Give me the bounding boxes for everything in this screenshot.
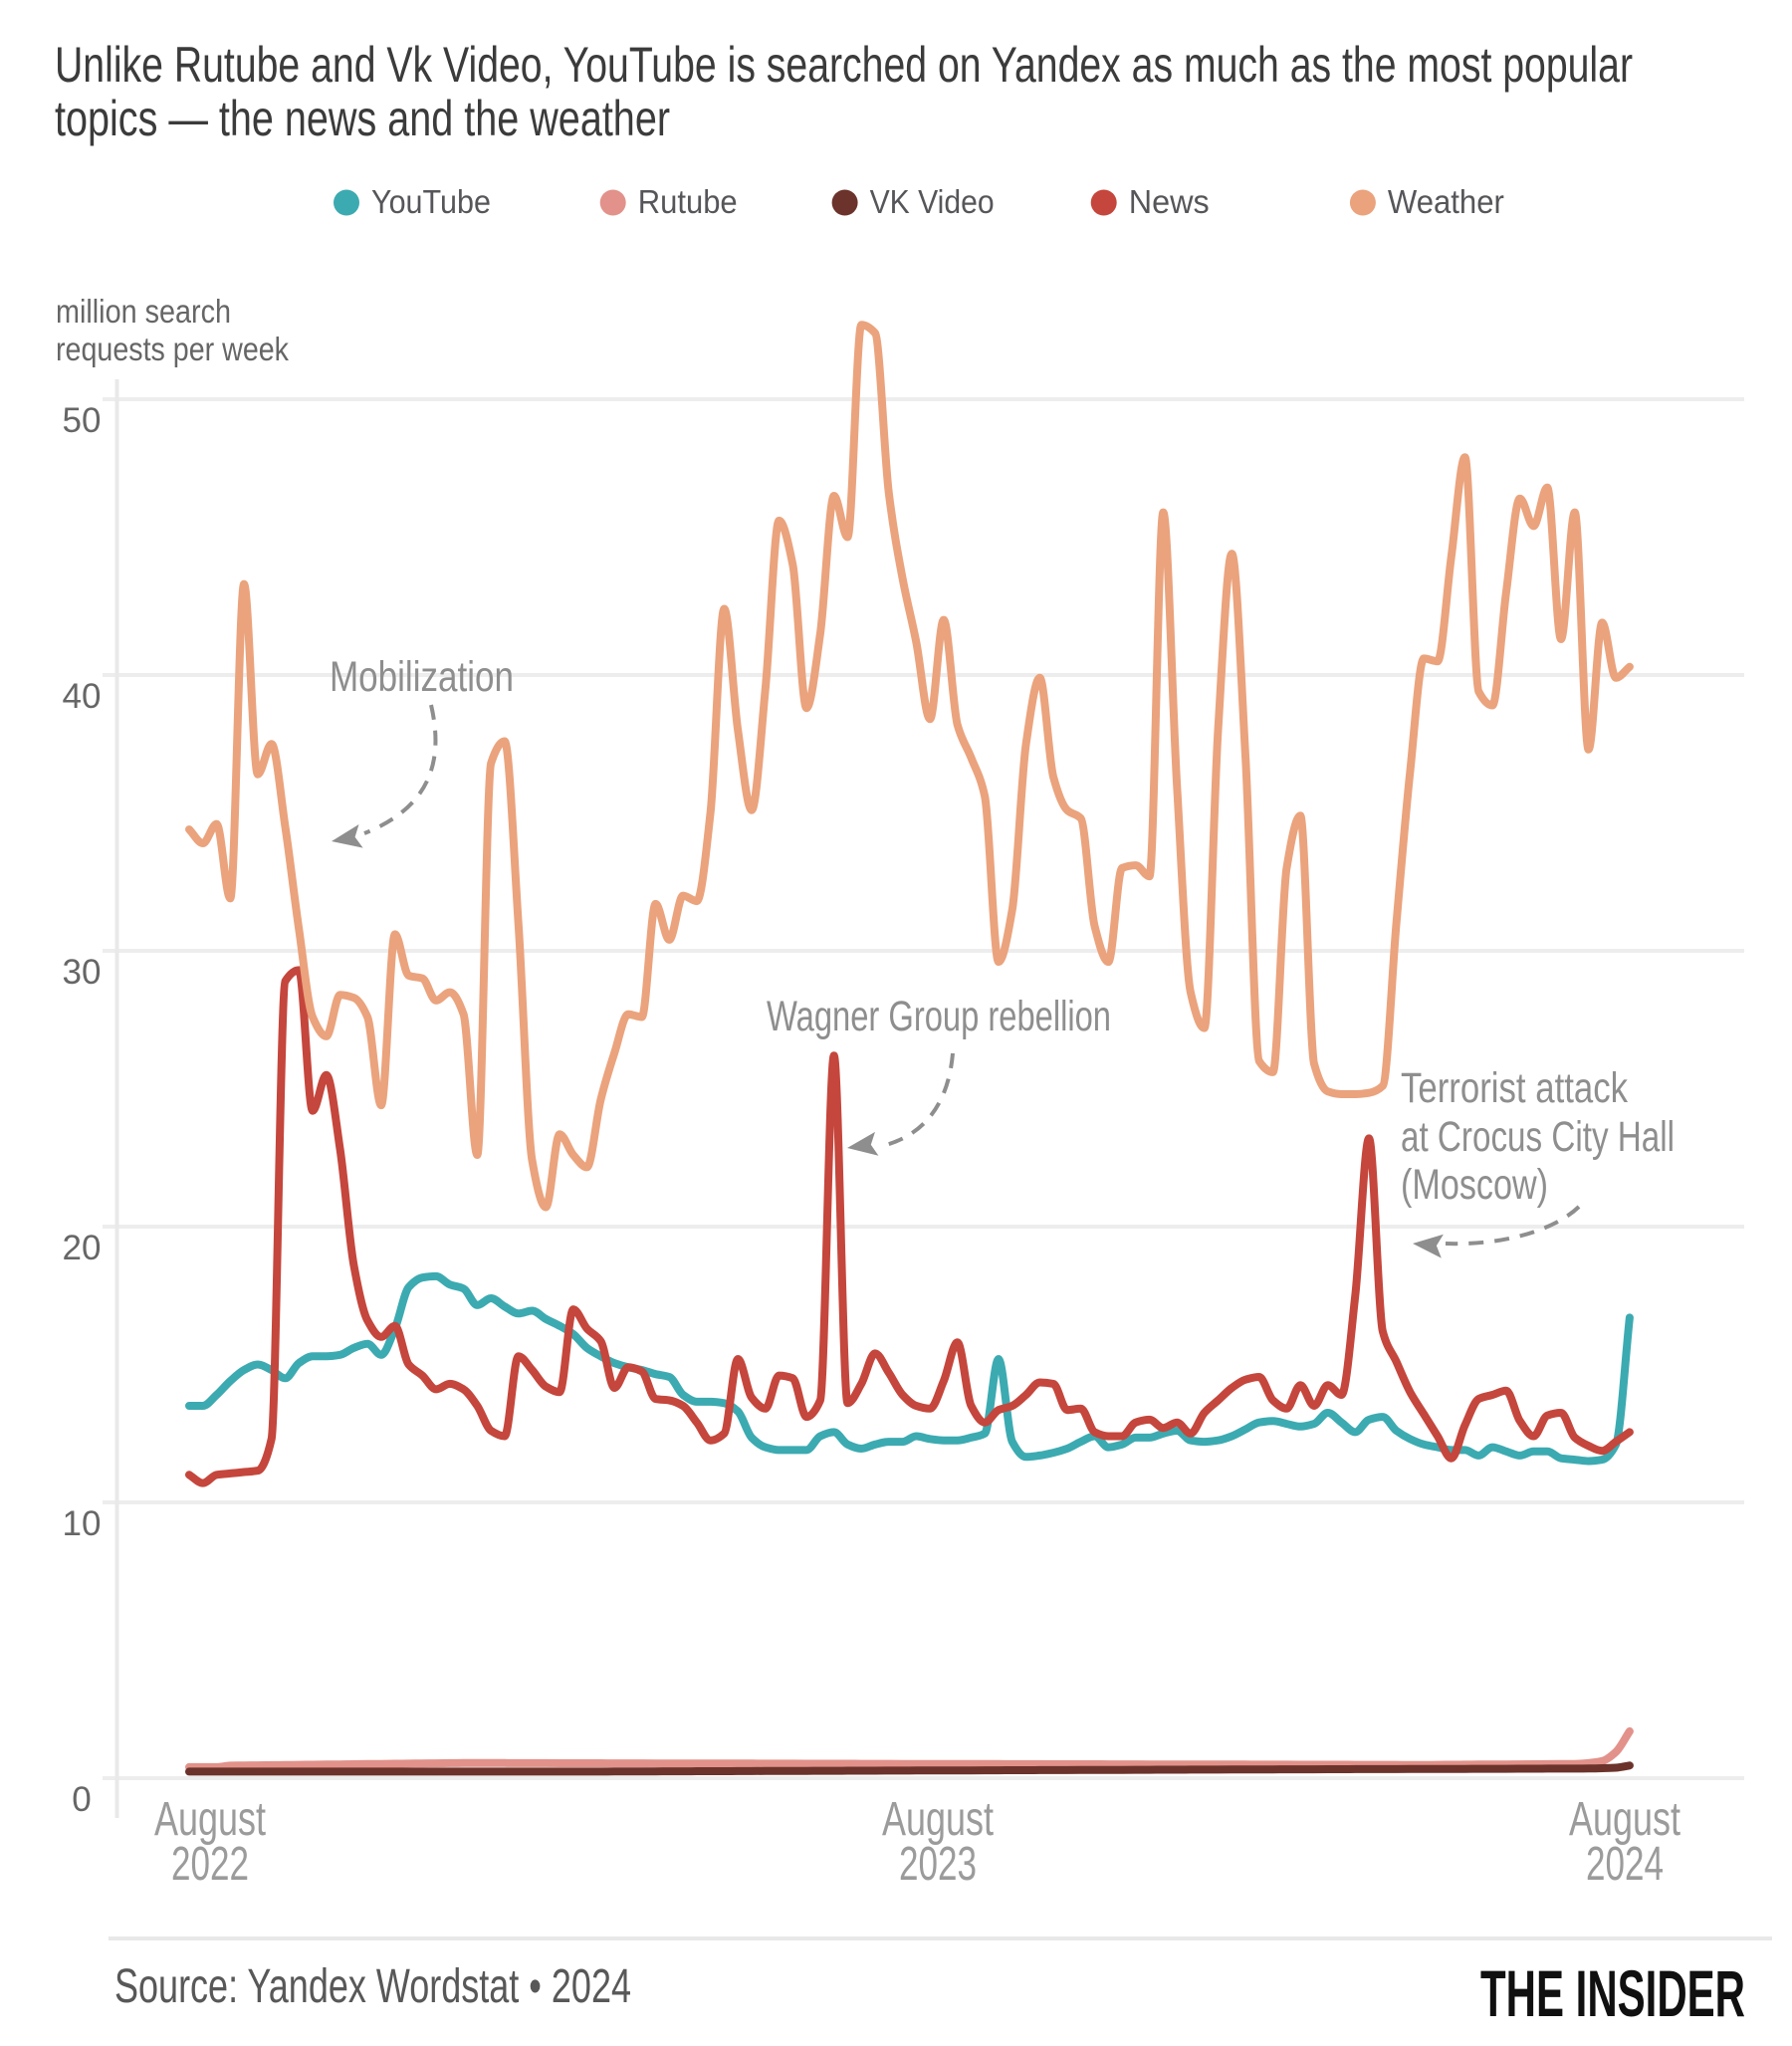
svg-text:requests per week: requests per week [56, 331, 289, 367]
svg-text:August: August [882, 1793, 994, 1846]
svg-text:Mobilization: Mobilization [330, 653, 514, 701]
svg-text:Wagner Group rebellion: Wagner Group rebellion [767, 993, 1111, 1040]
svg-text:August: August [1569, 1793, 1680, 1846]
svg-text:August: August [154, 1793, 266, 1846]
svg-text:VK Video: VK Video [870, 183, 995, 220]
svg-text:0: 0 [72, 1780, 91, 1819]
svg-text:million search: million search [56, 293, 231, 330]
svg-text:at Crocus City Hall: at Crocus City Hall [1401, 1113, 1675, 1161]
svg-text:10: 10 [63, 1504, 102, 1543]
svg-text:2022: 2022 [171, 1838, 249, 1891]
svg-text:50: 50 [63, 401, 102, 440]
svg-text:20: 20 [63, 1229, 102, 1267]
svg-text:News: News [1129, 183, 1210, 220]
svg-text:YouTube: YouTube [371, 183, 491, 220]
svg-text:Weather: Weather [1388, 183, 1504, 220]
svg-text:topics — the news and the weat: topics — the news and the weather [55, 91, 670, 146]
svg-text:Unlike Rutube and Vk Video, Yo: Unlike Rutube and Vk Video, YouTube is s… [55, 37, 1633, 93]
svg-text:Terrorist attack: Terrorist attack [1401, 1064, 1628, 1112]
svg-text:THE INSIDER: THE INSIDER [1480, 1956, 1745, 2030]
svg-text:(Moscow): (Moscow) [1401, 1161, 1548, 1209]
svg-text:40: 40 [63, 677, 102, 716]
svg-text:Rutube: Rutube [638, 183, 738, 220]
svg-text:2024: 2024 [1586, 1838, 1664, 1891]
svg-text:30: 30 [63, 953, 102, 992]
svg-text:2023: 2023 [899, 1838, 977, 1891]
svg-text:Source: Yandex Wordstat • 2024: Source: Yandex Wordstat • 2024 [114, 1960, 631, 2013]
